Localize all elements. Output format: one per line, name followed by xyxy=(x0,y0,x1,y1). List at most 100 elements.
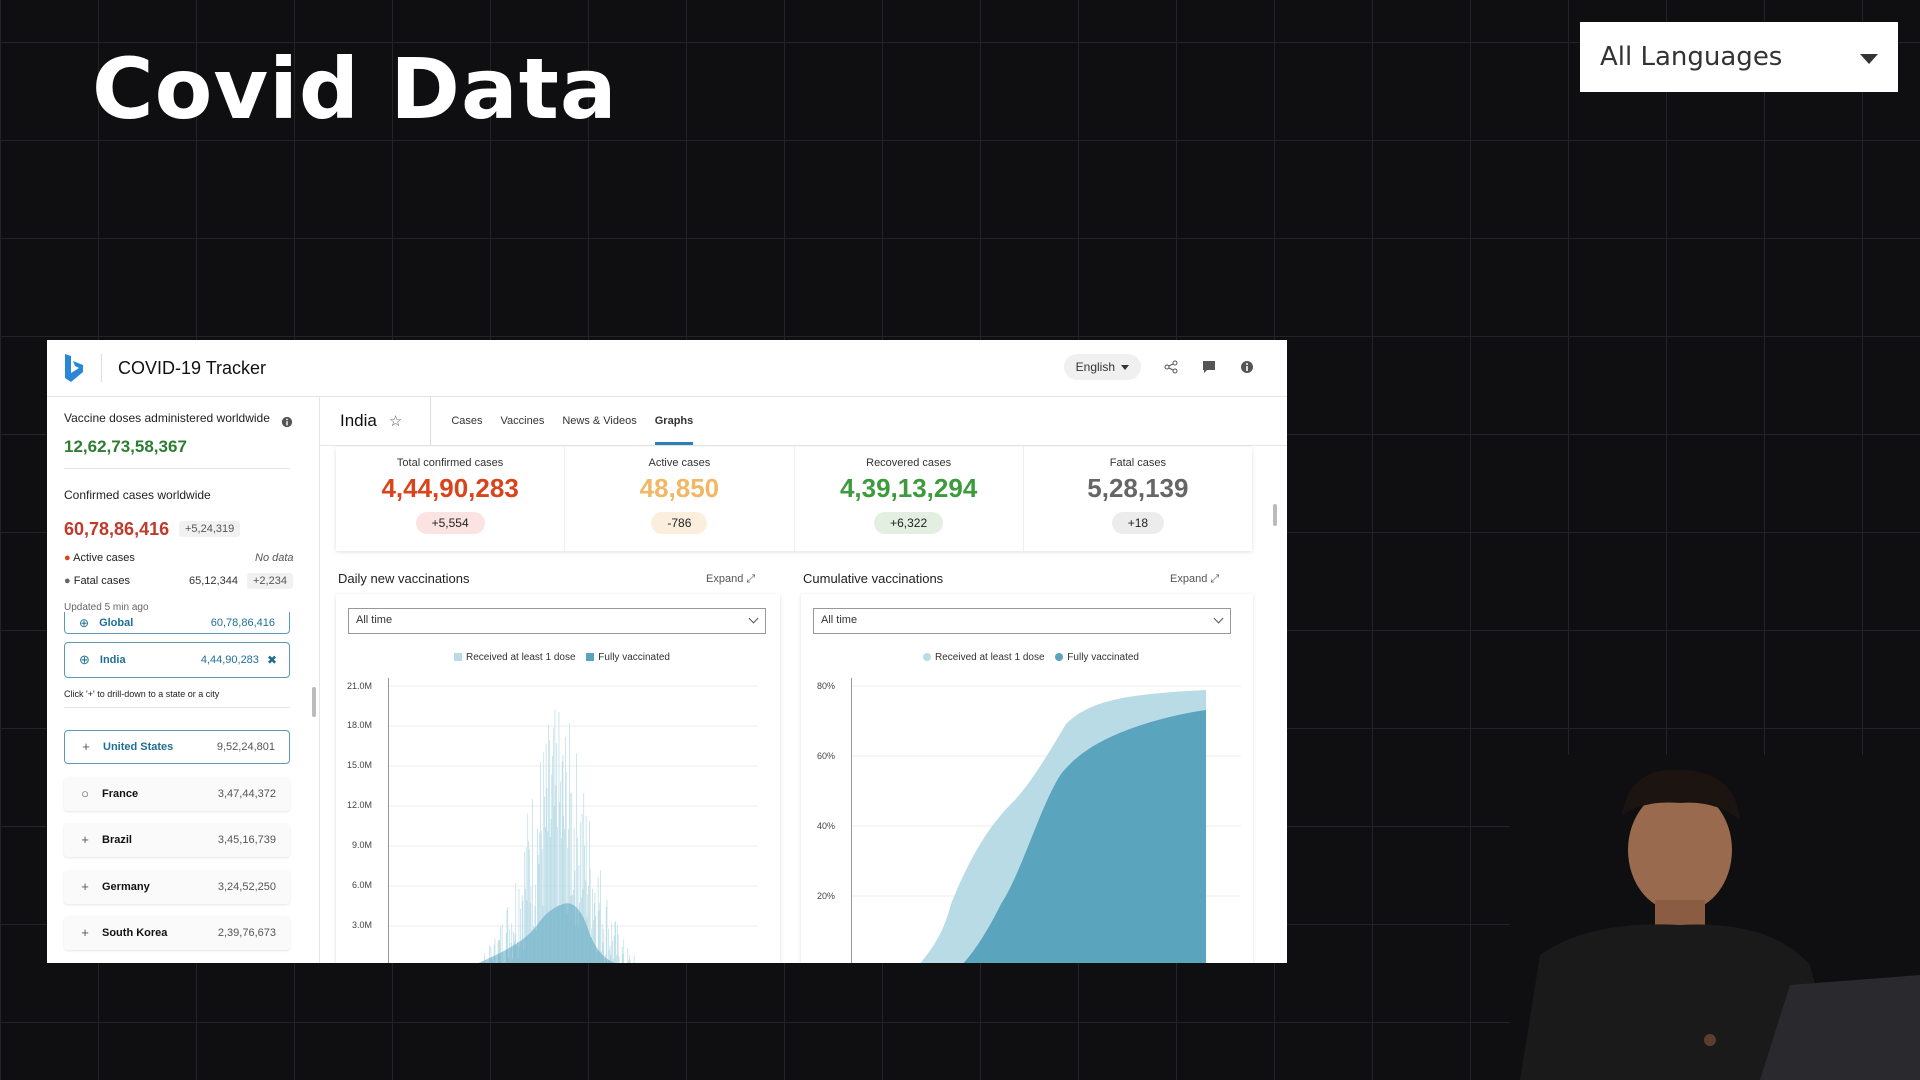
language-select[interactable]: All Languages xyxy=(1580,22,1898,92)
tab-news-videos[interactable]: News & Videos xyxy=(562,415,637,427)
stat-label: Recovered cases xyxy=(866,457,952,469)
y-tick: 18.0M xyxy=(346,720,372,730)
daily-bar xyxy=(545,743,547,963)
daily-bar xyxy=(609,946,611,963)
language-select-value: All Languages xyxy=(1600,42,1783,72)
confirmed-value: 60,78,86,416 xyxy=(64,519,170,539)
daily-bar xyxy=(499,940,501,963)
daily-vaccinations-title: Daily new vaccinations xyxy=(338,571,470,586)
country-item-india[interactable]: ⊕ India 4,44,90,283 ✖ xyxy=(64,642,290,678)
daily-bar xyxy=(595,916,597,963)
main-scrollbar[interactable] xyxy=(1273,504,1277,526)
daily-bar xyxy=(547,831,549,963)
tab-vaccines[interactable]: Vaccines xyxy=(500,415,545,427)
tab-cases[interactable]: Cases xyxy=(451,415,483,427)
share-icon[interactable] xyxy=(1163,359,1179,375)
country-item-france[interactable]: ○ France 3,47,44,372 xyxy=(64,777,290,811)
star-icon[interactable]: ☆ xyxy=(388,413,403,430)
y-tick: 15.0M xyxy=(346,760,372,770)
stat-delta: -786 xyxy=(651,512,708,534)
chevron-down-icon xyxy=(1121,364,1129,370)
fatal-value: 65,12,344 xyxy=(189,575,238,587)
y-tick: 3.0M xyxy=(351,920,372,930)
active-label: Active cases xyxy=(73,552,135,564)
tab-graphs[interactable]: Graphs xyxy=(654,397,694,445)
daily-bar xyxy=(568,829,569,963)
daily-bar xyxy=(618,956,620,963)
daily-bar xyxy=(511,923,513,963)
daily-bar xyxy=(549,837,551,963)
country-item-germany[interactable]: + Germany 3,24,52,250 xyxy=(64,870,290,904)
daily-bar xyxy=(598,910,600,963)
sidebar: Vaccine doses administered worldwide 12,… xyxy=(47,397,320,963)
daily-bar xyxy=(576,753,577,963)
daily-bar xyxy=(518,888,520,963)
stat-total-confirmed: Total confirmed cases 4,44,90,283 +5,554 xyxy=(336,447,566,551)
daily-bar xyxy=(603,929,605,963)
app-header: COVID-19 Tracker English xyxy=(47,340,1287,397)
country-item-united-states[interactable]: + United States 9,52,24,801 xyxy=(64,730,290,764)
country-value: 60,78,86,416 xyxy=(210,616,275,629)
daily-bar xyxy=(592,888,593,963)
daily-bar xyxy=(494,938,496,963)
plus-circle-icon: ⊕ xyxy=(79,652,90,667)
daily-bar xyxy=(585,880,586,963)
feedback-icon[interactable] xyxy=(1201,359,1217,375)
daily-bar xyxy=(569,723,570,963)
daily-bar xyxy=(613,935,615,963)
y-tick: 12.0M xyxy=(346,800,372,810)
daily-bar xyxy=(509,929,510,963)
daily-bar xyxy=(505,933,507,963)
presenter-webcam xyxy=(1510,755,1920,1080)
info-icon[interactable] xyxy=(281,415,293,433)
language-button[interactable]: English xyxy=(1063,354,1141,380)
close-icon[interactable]: ✖ xyxy=(266,653,277,667)
daily-bar xyxy=(527,813,529,963)
daily-bar xyxy=(498,939,500,963)
vaccine-value: 12,62,73,58,367 xyxy=(64,437,187,456)
daily-expand-button[interactable]: Expand ⤢ xyxy=(706,573,755,586)
expand-icon: ⤢ xyxy=(1210,573,1220,585)
daily-bar xyxy=(539,832,541,963)
active-value: No data xyxy=(255,552,294,564)
y-tick: 40% xyxy=(816,821,835,831)
daily-bar xyxy=(594,892,596,963)
app-title: COVID-19 Tracker xyxy=(118,357,267,378)
y-tick: 80% xyxy=(816,681,835,691)
country-item-brazil[interactable]: + Brazil 3,45,16,739 xyxy=(64,823,290,857)
country-item-south-korea[interactable]: + South Korea 2,39,76,673 xyxy=(64,916,290,950)
daily-bar xyxy=(548,725,549,963)
daily-bar xyxy=(525,889,526,963)
daily-bar xyxy=(621,946,623,963)
country-item-global[interactable]: ⊕ Global 60,78,86,416 xyxy=(64,612,290,634)
daily-bar xyxy=(593,903,595,963)
daily-bar xyxy=(599,902,601,963)
expand-label: Expand xyxy=(706,573,744,585)
country-value: 4,44,90,283 xyxy=(200,654,259,666)
daily-bar xyxy=(541,849,543,963)
cumulative-expand-button[interactable]: Expand ⤢ xyxy=(1170,573,1219,586)
range-value: All time xyxy=(821,614,858,626)
stat-active: Active cases 48,850 -786 xyxy=(565,447,795,551)
daily-bar xyxy=(557,826,558,963)
stat-label: Total confirmed cases xyxy=(396,457,504,469)
legend-item: Fully vaccinated xyxy=(1067,652,1139,663)
cumulative-vaccinations-chart xyxy=(851,678,1241,963)
cumulative-range-select[interactable]: All time xyxy=(813,608,1231,634)
info-icon[interactable] xyxy=(1239,359,1255,375)
daily-bar xyxy=(525,847,527,963)
daily-bar xyxy=(561,761,563,963)
daily-bar xyxy=(530,886,532,963)
fully-vaccinated-area xyxy=(963,710,1206,963)
daily-bar xyxy=(535,884,537,963)
sidebar-scrollbar[interactable] xyxy=(312,687,316,717)
daily-bar xyxy=(600,870,601,963)
daily-bar xyxy=(615,921,617,963)
daily-bar xyxy=(529,849,530,963)
daily-bar xyxy=(555,785,557,963)
daily-bar xyxy=(515,882,517,963)
daily-bar xyxy=(580,822,581,963)
daily-range-select[interactable]: All time xyxy=(348,608,766,634)
daily-bar xyxy=(544,796,545,963)
stat-value: 4,44,90,283 xyxy=(381,473,519,503)
